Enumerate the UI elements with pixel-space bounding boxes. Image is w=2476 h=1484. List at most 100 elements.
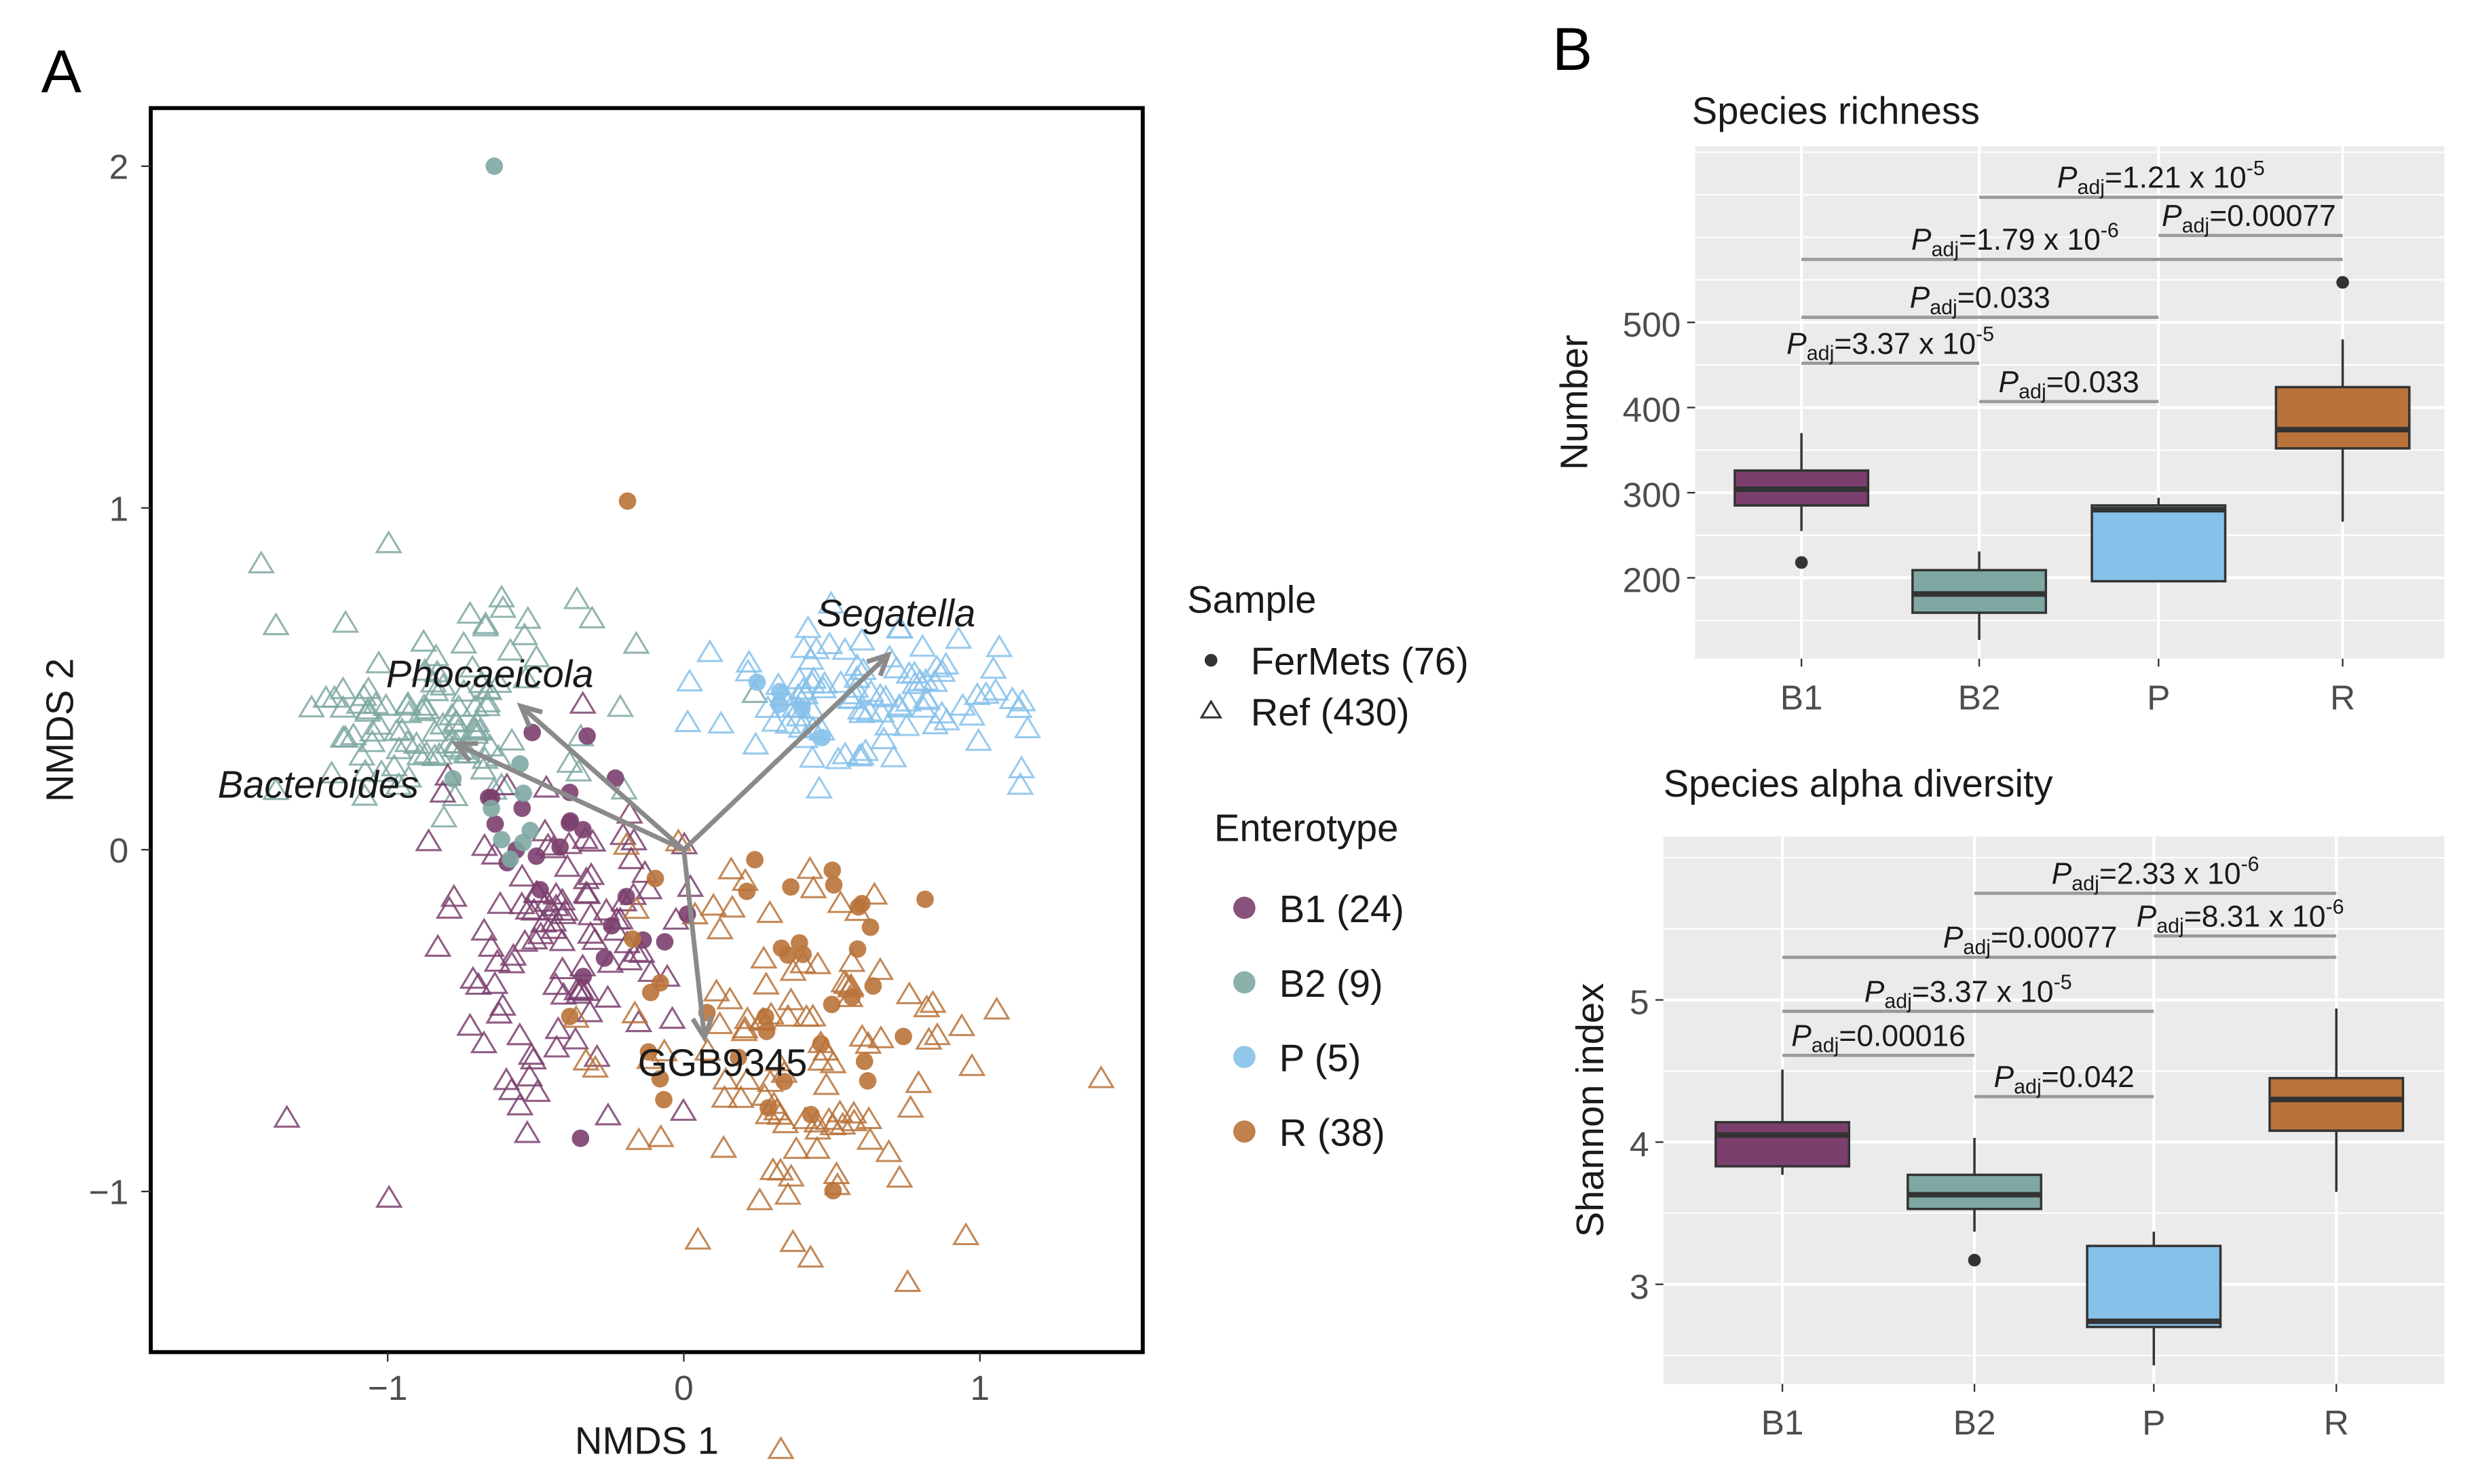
ref-point-B2	[312, 685, 340, 708]
arrow-head-icon	[866, 651, 893, 677]
p-symbol: P	[1864, 975, 1885, 1008]
fermets-point-B1	[574, 820, 592, 839]
fermets-point-B2	[444, 769, 462, 788]
ref-point-R	[867, 1025, 895, 1048]
ref-point-P	[761, 708, 789, 732]
ref-point-R	[612, 832, 641, 855]
ref-point-B1	[549, 901, 578, 924]
ref-point-B1	[542, 881, 570, 905]
ref-point-R	[861, 881, 888, 905]
fermets-point-R	[812, 1035, 830, 1053]
ref-point-P	[874, 712, 902, 736]
ref-point-P	[885, 615, 914, 639]
p-subscript: adj	[2182, 214, 2210, 237]
ref-point-P	[707, 710, 735, 734]
ref-point-B1	[622, 938, 650, 962]
ref-point-B1	[511, 928, 539, 952]
ref-point-B1	[529, 909, 558, 933]
loading-arrow	[455, 741, 685, 852]
ref-point-B1	[620, 827, 648, 851]
p-subscript: adj	[1884, 990, 1912, 1013]
fermets-point-R	[655, 1090, 673, 1109]
ref-point-R	[803, 1136, 831, 1159]
box-B2	[1911, 551, 2048, 641]
fermets-point-B1	[486, 815, 504, 833]
ref-point-B2	[372, 693, 400, 716]
ref-point-B1	[435, 896, 464, 919]
p-value-label: Padj=1.79 x 10-6	[1911, 219, 2119, 261]
x-tick-label: B2	[1953, 1403, 1996, 1442]
fermets-point-P	[770, 696, 788, 714]
ref-point-B2	[510, 622, 539, 645]
ref-point-B2	[512, 665, 540, 689]
ref-point-P	[816, 631, 844, 655]
y-tick-label: 0	[109, 831, 129, 870]
y-axis-label: NMDS 2	[39, 658, 81, 802]
ref-point-B1	[624, 1009, 653, 1033]
ref-point-B2	[318, 760, 345, 784]
p-symbol: P	[2057, 161, 2078, 195]
ref-point-R	[804, 951, 832, 974]
ref-point-B2	[556, 750, 584, 773]
ref-point-B2	[565, 758, 593, 782]
p-symbol: P	[1911, 223, 1932, 256]
ref-point-B1	[481, 841, 508, 865]
y-tick-label: 1	[109, 489, 129, 528]
ref-point-B1	[669, 1098, 698, 1121]
ref-point-P	[831, 741, 859, 765]
ref-point-R	[826, 1099, 854, 1123]
legend-title-sample: Sample	[1187, 578, 1316, 621]
ref-point-R	[886, 1164, 914, 1188]
arrow-head-icon	[517, 702, 543, 728]
ref-point-R	[752, 971, 781, 995]
p-value: =8.31 x 10	[2184, 900, 2326, 933]
p-subscript: adj	[2077, 176, 2105, 199]
y-tick-label: 5	[1630, 983, 1649, 1022]
x-tick-label: R	[2324, 1403, 2349, 1442]
ref-point-B2	[380, 753, 409, 777]
ref-point-B2	[262, 612, 290, 636]
ref-point-B1	[658, 1006, 686, 1029]
fermets-point-B2	[483, 799, 500, 818]
ref-point-R	[866, 957, 895, 981]
box-R	[2274, 275, 2411, 522]
ref-point-B1	[493, 772, 521, 796]
loading-arrow	[519, 704, 686, 852]
ref-point-B1	[616, 947, 643, 970]
p-symbol: P	[1910, 282, 1930, 315]
ref-point-R	[855, 1106, 883, 1129]
fermets-point-R	[775, 1072, 793, 1090]
ref-point-P	[735, 649, 763, 673]
ref-point-R	[894, 1269, 922, 1292]
p-subscript: adj	[1932, 238, 1959, 261]
p-subscript: adj	[2071, 872, 2099, 895]
box-iqr	[2268, 1077, 2405, 1133]
ref-point-B2	[487, 584, 516, 608]
fermets-point-R	[779, 946, 797, 964]
p-value-label: Padj=1.21 x 10-5	[2057, 157, 2265, 199]
p-value: =0.00016	[1839, 1019, 1966, 1052]
ref-point-B1	[594, 1102, 622, 1126]
box-B1	[1714, 1069, 1851, 1175]
panel-a-label: A	[41, 38, 82, 105]
ref-point-B2	[458, 654, 487, 678]
ref-point-B1	[542, 972, 569, 995]
legend-dot-R	[1233, 1120, 1256, 1143]
outlier-point	[2336, 275, 2349, 289]
p-subscript: adj	[1812, 1034, 1839, 1057]
ref-point-R	[622, 896, 650, 919]
p-exponent: -6	[2101, 219, 2119, 242]
ref-point-B2	[351, 758, 379, 782]
fermets-point-R	[794, 945, 812, 964]
ref-point-P	[985, 634, 1013, 658]
ref-point-R	[625, 1127, 653, 1150]
p-value: =0.042	[2042, 1061, 2135, 1094]
p-exponent: -5	[2247, 157, 2265, 180]
ref-point-B1	[574, 881, 601, 905]
ref-point-R	[815, 1107, 843, 1130]
ref-point-B1	[464, 972, 493, 995]
fermets-point-R	[895, 1027, 912, 1046]
ref-point-B2	[411, 658, 439, 681]
ref-point-R	[621, 1000, 649, 1024]
fermets-point-B1	[523, 723, 541, 742]
